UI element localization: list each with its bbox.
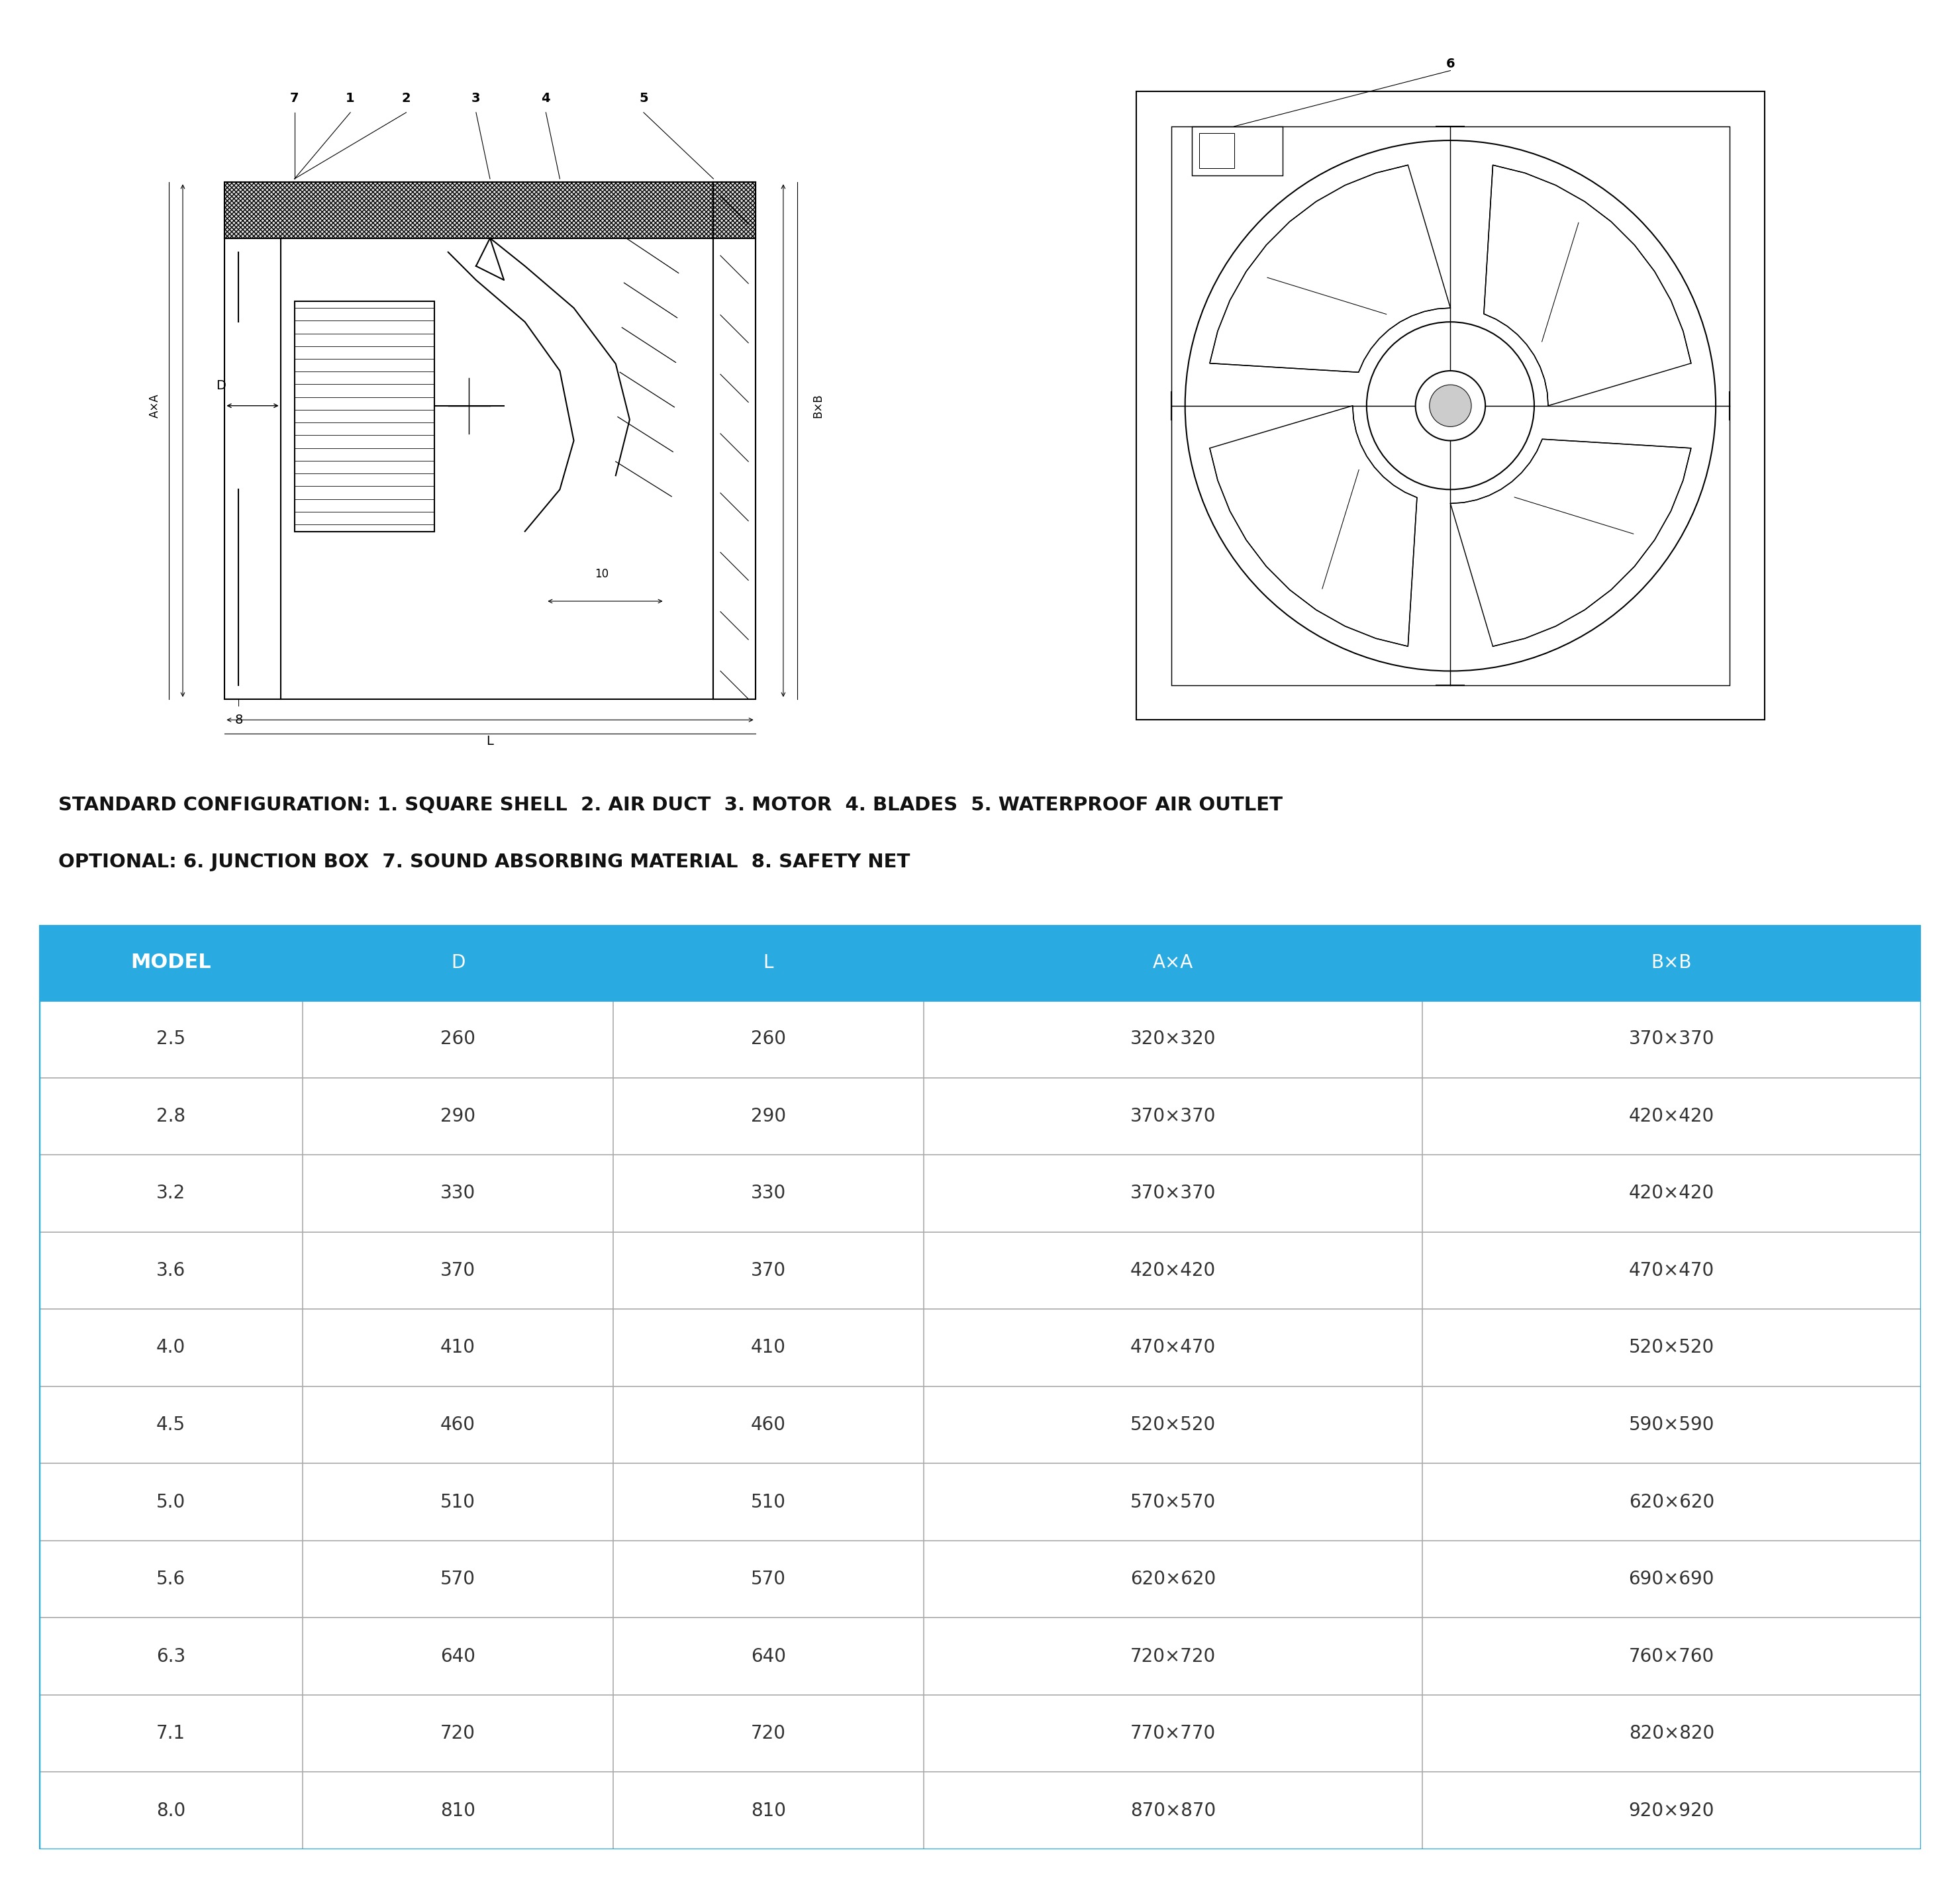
Text: 290: 290: [441, 1108, 476, 1125]
Text: 2.5: 2.5: [157, 1030, 186, 1049]
Text: 460: 460: [441, 1415, 476, 1434]
Text: 260: 260: [751, 1030, 786, 1049]
Text: 410: 410: [441, 1338, 476, 1357]
Text: 570: 570: [441, 1570, 476, 1589]
Text: MODEL: MODEL: [131, 953, 212, 972]
Text: 4.5: 4.5: [157, 1415, 186, 1434]
Text: L: L: [486, 736, 494, 747]
Text: 420×420: 420×420: [1131, 1261, 1215, 1279]
Text: 290: 290: [751, 1108, 786, 1125]
Polygon shape: [39, 1540, 1921, 1617]
Text: 420×420: 420×420: [1629, 1183, 1715, 1202]
Text: 510: 510: [751, 1493, 786, 1511]
Text: 4.0: 4.0: [157, 1338, 186, 1357]
Polygon shape: [39, 1232, 1921, 1310]
Text: 720: 720: [441, 1725, 476, 1744]
Text: OPTIONAL: 6. JUNCTION BOX  7. SOUND ABSORBING MATERIAL  8. SAFETY NET: OPTIONAL: 6. JUNCTION BOX 7. SOUND ABSOR…: [59, 853, 909, 872]
Text: 820×820: 820×820: [1629, 1725, 1715, 1744]
Text: 470×470: 470×470: [1629, 1261, 1715, 1279]
Text: 410: 410: [751, 1338, 786, 1357]
Text: 260: 260: [441, 1030, 476, 1049]
Text: B×B: B×B: [811, 394, 823, 417]
Text: 10: 10: [594, 568, 610, 581]
Polygon shape: [39, 1695, 1921, 1772]
Text: 640: 640: [441, 1647, 476, 1666]
Polygon shape: [39, 1077, 1921, 1155]
Text: 5.0: 5.0: [157, 1493, 186, 1511]
Text: 640: 640: [751, 1647, 786, 1666]
Text: STANDARD CONFIGURATION: 1. SQUARE SHELL  2. AIR DUCT  3. MOTOR  4. BLADES  5. WA: STANDARD CONFIGURATION: 1. SQUARE SHELL …: [59, 796, 1282, 815]
Polygon shape: [713, 183, 755, 698]
Text: 620×620: 620×620: [1131, 1570, 1215, 1589]
Text: 510: 510: [441, 1493, 476, 1511]
Text: 760×760: 760×760: [1629, 1647, 1715, 1666]
Text: 690×690: 690×690: [1629, 1570, 1715, 1589]
Text: 7.1: 7.1: [157, 1725, 186, 1744]
Text: 470×470: 470×470: [1131, 1338, 1215, 1357]
Text: 370×370: 370×370: [1629, 1030, 1715, 1049]
Text: 520×520: 520×520: [1131, 1415, 1215, 1434]
Text: B×B: B×B: [1650, 953, 1691, 972]
Text: 3: 3: [472, 92, 480, 106]
Polygon shape: [39, 1464, 1921, 1540]
Text: 810: 810: [751, 1802, 786, 1819]
Text: 590×590: 590×590: [1629, 1415, 1715, 1434]
Text: 5: 5: [639, 92, 649, 106]
Text: 8.0: 8.0: [157, 1802, 186, 1819]
Text: 620×620: 620×620: [1629, 1493, 1715, 1511]
Text: 370×370: 370×370: [1131, 1183, 1215, 1202]
Text: 6.3: 6.3: [157, 1647, 186, 1666]
Text: 570×570: 570×570: [1131, 1493, 1215, 1511]
Polygon shape: [225, 183, 755, 238]
Text: 420×420: 420×420: [1629, 1108, 1715, 1125]
Text: 720×720: 720×720: [1131, 1647, 1215, 1666]
Text: 5.6: 5.6: [157, 1570, 186, 1589]
Circle shape: [1429, 385, 1472, 426]
Text: 330: 330: [751, 1183, 786, 1202]
Polygon shape: [39, 1617, 1921, 1695]
Text: 2: 2: [402, 92, 412, 106]
Text: 810: 810: [441, 1802, 476, 1819]
Text: 870×870: 870×870: [1131, 1802, 1215, 1819]
Text: 370: 370: [441, 1261, 476, 1279]
Text: 1: 1: [345, 92, 355, 106]
Text: 8: 8: [235, 713, 243, 726]
Text: A×A: A×A: [149, 394, 161, 417]
Text: 770×770: 770×770: [1131, 1725, 1215, 1744]
Text: 520×520: 520×520: [1629, 1338, 1715, 1357]
Text: 720: 720: [751, 1725, 786, 1744]
Text: 920×920: 920×920: [1629, 1802, 1715, 1819]
Text: 570: 570: [751, 1570, 786, 1589]
Text: D: D: [451, 953, 465, 972]
Polygon shape: [39, 925, 1921, 1000]
Polygon shape: [39, 1772, 1921, 1849]
Text: 6: 6: [1446, 57, 1454, 70]
Polygon shape: [39, 1000, 1921, 1077]
Text: 320×320: 320×320: [1131, 1030, 1215, 1049]
Text: 3.6: 3.6: [157, 1261, 186, 1279]
Text: 7: 7: [290, 92, 300, 106]
Text: L: L: [762, 953, 774, 972]
Text: 460: 460: [751, 1415, 786, 1434]
Polygon shape: [39, 1310, 1921, 1387]
Text: D: D: [216, 379, 225, 392]
Text: 330: 330: [441, 1183, 476, 1202]
Polygon shape: [39, 1387, 1921, 1464]
Polygon shape: [39, 1155, 1921, 1232]
Text: 3.2: 3.2: [157, 1183, 186, 1202]
Text: 2.8: 2.8: [157, 1108, 186, 1125]
Text: A×A: A×A: [1152, 953, 1194, 972]
Circle shape: [1415, 372, 1486, 442]
Text: 370×370: 370×370: [1131, 1108, 1215, 1125]
Polygon shape: [294, 300, 435, 532]
Text: 370: 370: [751, 1261, 786, 1279]
Text: 4: 4: [541, 92, 551, 106]
